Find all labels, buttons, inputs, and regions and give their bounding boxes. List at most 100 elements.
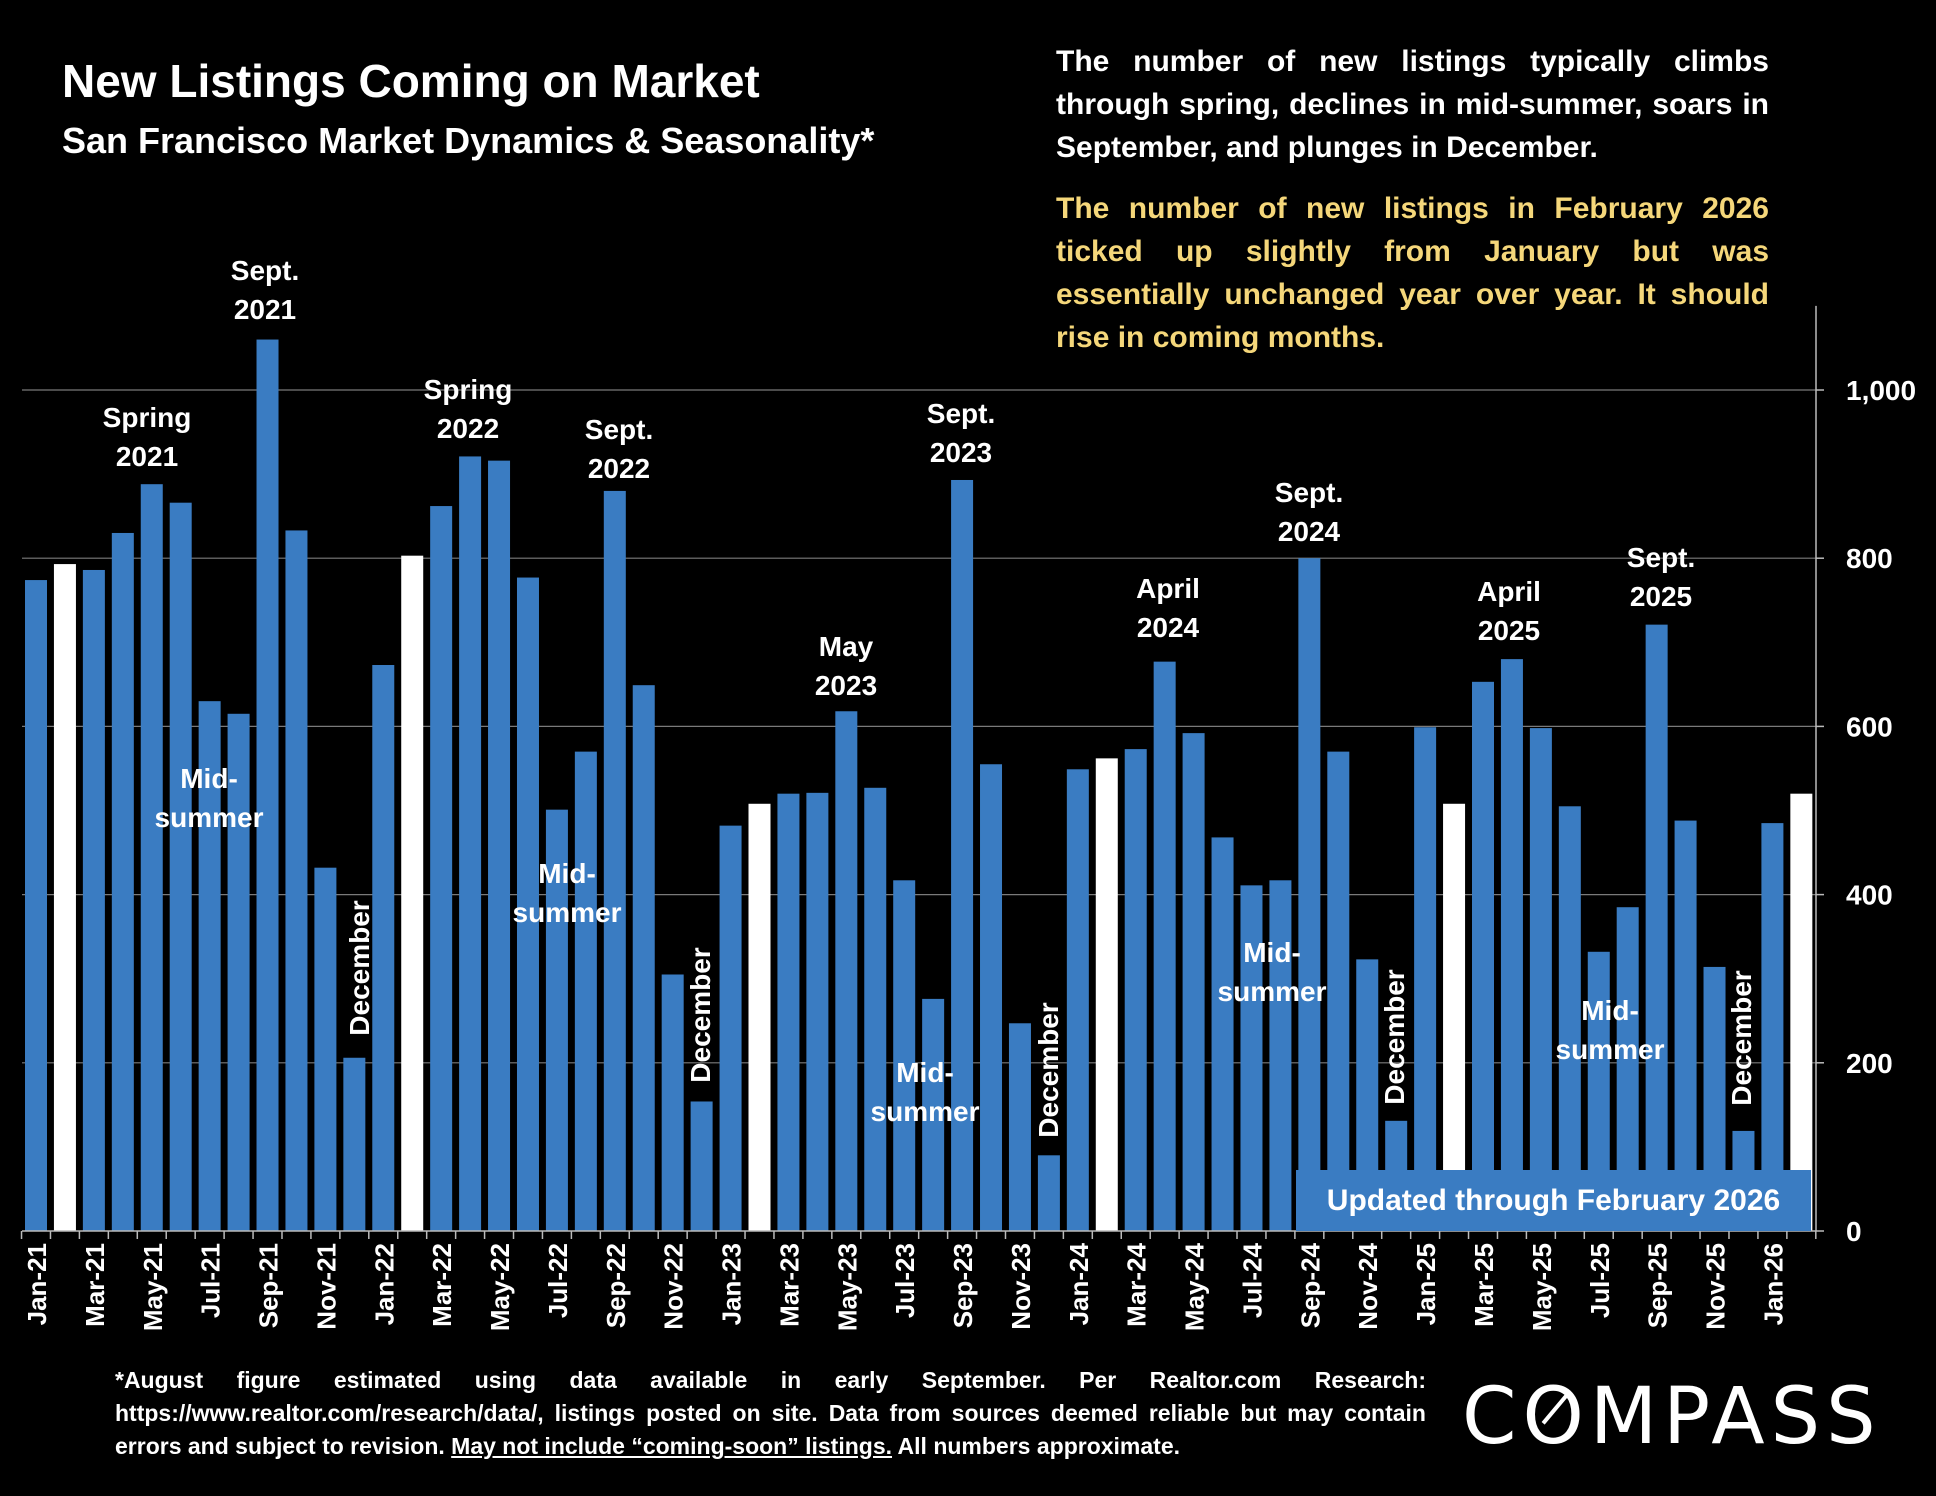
bar-Dec-23 <box>1037 1155 1060 1231</box>
y-tick-label: 800 <box>1846 543 1893 574</box>
bar-May-21 <box>140 484 163 1231</box>
x-tick-label: Mar-21 <box>80 1243 110 1327</box>
annotation-december: December <box>1033 1002 1064 1138</box>
bar-May-24 <box>1182 733 1205 1231</box>
bar-Sep-25 <box>1645 624 1668 1231</box>
x-tick-label: Jul-25 <box>1585 1243 1615 1318</box>
x-tick-label: May-25 <box>1527 1243 1557 1331</box>
annotation-sept-2025: Sept. 2025 <box>1626 542 1696 612</box>
bar-Jul-25 <box>1587 951 1610 1231</box>
bar-Jun-24 <box>1211 837 1234 1231</box>
annotation-december: December <box>685 947 716 1083</box>
seasonality-note: The number of new listings typically cli… <box>1056 45 1769 164</box>
bar-Jan-25 <box>1414 727 1437 1231</box>
x-tick-label: Sep-23 <box>948 1243 978 1328</box>
footnote-end: All numbers approximate. <box>892 1433 1181 1459</box>
x-tick-label: Mar-25 <box>1469 1243 1499 1327</box>
annotation-sept-2022: Sept. 2022 <box>584 414 654 484</box>
bar-Mar-21 <box>82 569 105 1231</box>
annotation-mid-summer: Mid- summer <box>1217 937 1327 1007</box>
bar-Jan-26 <box>1761 823 1784 1231</box>
bar-Jan-23 <box>719 825 742 1231</box>
annotation-mid-summer: Mid- summer <box>154 763 264 833</box>
x-tick-label: Jul-21 <box>196 1243 226 1318</box>
bar-Feb-22 <box>401 555 424 1231</box>
x-tick-label: Jan-24 <box>1064 1242 1094 1325</box>
y-tick-label: 600 <box>1846 711 1893 742</box>
bar-Aug-21 <box>227 713 250 1231</box>
bar-Oct-23 <box>980 764 1003 1231</box>
x-tick-label: Jan-23 <box>717 1243 747 1325</box>
x-tick-label: Jan-26 <box>1758 1243 1788 1325</box>
bar-Sep-21 <box>256 339 279 1231</box>
bar-Aug-23 <box>922 998 945 1231</box>
footnote: *August figure estimated using data avai… <box>115 1364 1426 1463</box>
bar-May-25 <box>1529 728 1552 1231</box>
annotation-mid-summer: Mid- summer <box>512 858 622 928</box>
compass-logo-o: O <box>1522 1372 1590 1462</box>
x-tick-label: May-22 <box>485 1243 515 1331</box>
annotation-sept-2024: Sept. 2024 <box>1274 477 1344 547</box>
x-tick-label: Sep-21 <box>254 1243 284 1328</box>
x-tick-label: Jul-23 <box>890 1243 920 1318</box>
bar-Jun-21 <box>169 502 192 1232</box>
x-tick-label: Sep-25 <box>1643 1243 1673 1328</box>
bar-Oct-25 <box>1674 820 1697 1231</box>
x-tick-label: Nov-22 <box>659 1243 689 1330</box>
annotation-april-2024: April 2024 <box>1136 573 1200 643</box>
bar-Jun-22 <box>516 577 539 1231</box>
notes-column: The number of new listings typically cli… <box>1056 40 1769 359</box>
x-tick-label: Nov-24 <box>1353 1242 1383 1329</box>
x-tick-label: Jan-25 <box>1411 1243 1441 1325</box>
bar-Apr-21 <box>111 532 134 1231</box>
footnote-coming-soon: May not include “coming-soon” listings. <box>451 1433 893 1459</box>
page-title: New Listings Coming on Market <box>62 55 760 107</box>
x-tick-label: Mar-24 <box>1122 1242 1152 1326</box>
bar-Jun-23 <box>864 787 887 1231</box>
updated-through-banner: Updated through February 2026 <box>1296 1170 1811 1231</box>
compass-logo: CO MPASS <box>1462 1372 1882 1462</box>
bar-May-23 <box>835 711 858 1231</box>
y-tick-label: 0 <box>1846 1216 1862 1247</box>
bar-Nov-23 <box>1008 1023 1031 1231</box>
bar-Oct-22 <box>632 685 655 1231</box>
x-tick-label: Nov-25 <box>1701 1243 1731 1330</box>
x-tick-label: Jul-22 <box>543 1243 573 1318</box>
x-tick-label: Mar-23 <box>774 1243 804 1327</box>
bar-Jul-22 <box>545 809 568 1231</box>
x-tick-label: Jul-24 <box>1237 1242 1267 1318</box>
bar-Sep-22 <box>603 490 626 1231</box>
bar-Mar-22 <box>430 506 453 1232</box>
x-tick-label: Jan-21 <box>22 1243 52 1325</box>
x-tick-label: Nov-23 <box>1006 1243 1036 1330</box>
bar-Mar-23 <box>777 793 800 1231</box>
bar-Apr-23 <box>806 792 829 1231</box>
x-tick-label: Sep-22 <box>601 1243 631 1328</box>
annotation-spring-2022: Spring 2022 <box>423 374 513 444</box>
bar-Apr-24 <box>1153 661 1176 1231</box>
bar-Nov-25 <box>1703 966 1726 1231</box>
bar-Feb-23 <box>748 803 771 1231</box>
bar-Oct-24 <box>1327 751 1350 1231</box>
bar-Jul-23 <box>893 880 916 1231</box>
x-tick-label: May-24 <box>1180 1242 1210 1331</box>
x-tick-label: Jan-22 <box>369 1243 399 1325</box>
bar-Feb-24 <box>1095 758 1118 1231</box>
bar-May-22 <box>488 460 511 1231</box>
bar-Aug-24 <box>1269 880 1292 1231</box>
bar-Jun-25 <box>1558 806 1581 1231</box>
bar-Nov-21 <box>314 867 337 1231</box>
annotation-mid-summer: Mid- summer <box>1555 995 1665 1065</box>
bar-Aug-25 <box>1616 907 1639 1231</box>
bar-Sep-24 <box>1298 558 1321 1231</box>
footnote-text: *August figure estimated using data avai… <box>115 1367 1426 1459</box>
x-tick-label: Nov-21 <box>311 1243 341 1330</box>
bar-Apr-25 <box>1500 659 1523 1231</box>
highlight-note: The number of new listings in February 2… <box>1056 192 1769 354</box>
y-tick-label: 400 <box>1846 880 1893 911</box>
x-tick-label: Mar-22 <box>427 1243 457 1327</box>
x-tick-label: May-21 <box>138 1243 168 1331</box>
x-tick-label: May-23 <box>832 1243 862 1331</box>
bar-Jan-21 <box>25 580 47 1231</box>
